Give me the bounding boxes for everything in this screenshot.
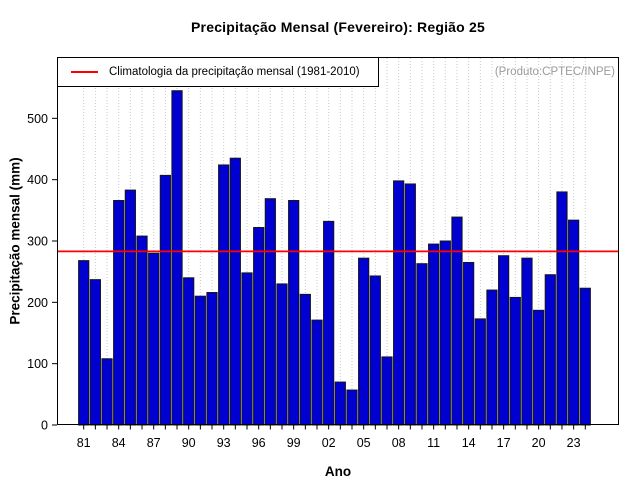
x-axis-title: Ano	[324, 464, 352, 479]
x-tick-label: 84	[112, 436, 126, 450]
bar-2013	[451, 216, 463, 426]
bar-1992	[206, 292, 218, 426]
watermark-text: (Produto:CPTEC/INPE)	[494, 66, 615, 78]
legend-line-sample-icon	[71, 71, 98, 73]
bar-1987	[148, 252, 160, 426]
bar-1991	[194, 295, 206, 426]
legend-label: Climatologia da precipitação mensal (198…	[109, 66, 360, 78]
bar-1999	[288, 200, 300, 426]
bar-1998	[276, 283, 288, 426]
bar-1984	[113, 200, 125, 426]
bar-1983	[101, 358, 113, 426]
bar-2015	[474, 318, 486, 426]
x-tick-label: 96	[252, 436, 266, 450]
x-tick-label: 20	[532, 436, 546, 450]
bar-1994	[229, 157, 241, 426]
bar-1981	[78, 260, 90, 426]
bar-2011	[428, 243, 440, 426]
bar-2008	[393, 180, 405, 426]
x-tick-label: 17	[497, 436, 511, 450]
x-tick-label: 99	[287, 436, 301, 450]
bar-2021	[544, 274, 556, 426]
y-tick-label: 400	[27, 173, 48, 187]
x-tick-label: 81	[77, 436, 91, 450]
chart-title: Precipitação Mensal (Fevereiro): Região …	[191, 19, 485, 35]
bar-2001	[311, 319, 323, 426]
bar-2010	[416, 263, 428, 426]
x-tick-label: 14	[462, 436, 476, 450]
bar-1988	[159, 174, 171, 426]
bar-2016	[486, 289, 498, 426]
bar-2012	[439, 240, 451, 426]
x-tick-label: 08	[392, 436, 406, 450]
bar-1986	[136, 235, 148, 426]
bar-2014	[463, 261, 475, 426]
x-tick-label: 87	[147, 436, 161, 450]
bar-2004	[346, 389, 358, 426]
y-tick-label: 100	[27, 357, 48, 371]
bar-2007	[381, 356, 393, 426]
bar-1995	[241, 272, 253, 426]
bar-1982	[89, 279, 101, 426]
x-tick-label: 23	[567, 436, 581, 450]
bar-1989	[171, 90, 183, 426]
bar-2009	[404, 183, 416, 426]
bar-2018	[509, 296, 521, 426]
y-tick-label: 0	[41, 419, 48, 433]
bar-2017	[498, 255, 510, 426]
bar-1990	[183, 277, 195, 426]
bar-2024	[579, 287, 591, 426]
y-tick-label: 300	[27, 235, 48, 249]
bar-2020	[533, 309, 545, 426]
x-tick-label: 02	[322, 436, 336, 450]
bar-2000	[299, 293, 311, 426]
x-tick-label: 90	[182, 436, 196, 450]
bar-2005	[358, 257, 370, 426]
bar-1996	[253, 227, 265, 426]
y-tick-label: 200	[27, 296, 48, 310]
bar-2006	[369, 275, 381, 426]
bar-2019	[521, 257, 533, 426]
x-tick-label: 93	[217, 436, 231, 450]
legend: Climatologia da precipitação mensal (198…	[57, 57, 379, 87]
bar-1985	[124, 189, 136, 426]
bar-1997	[264, 198, 276, 426]
bar-1993	[218, 164, 230, 426]
y-tick-label: 500	[27, 112, 48, 126]
x-tick-label: 11	[427, 436, 440, 450]
bar-2022	[556, 191, 568, 426]
bar-2003	[334, 381, 346, 426]
x-tick-label: 05	[357, 436, 371, 450]
